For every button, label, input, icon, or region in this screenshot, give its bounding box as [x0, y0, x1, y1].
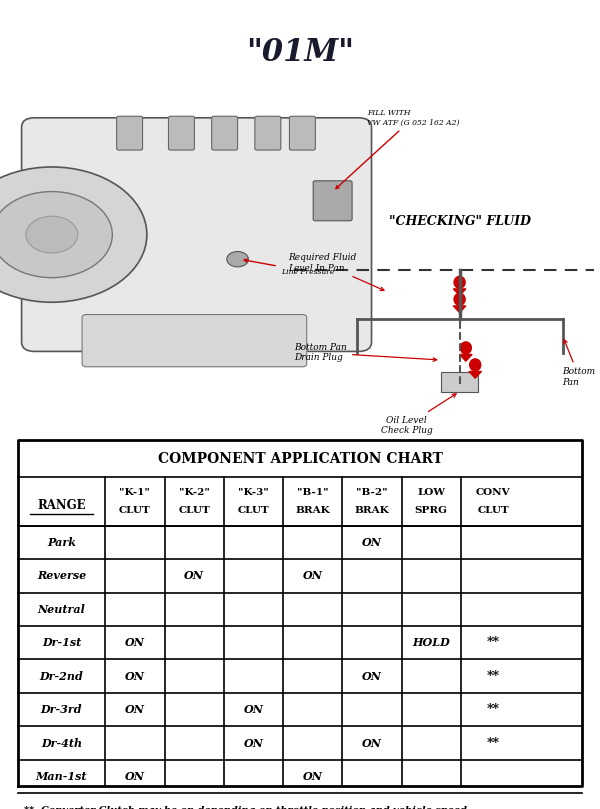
Text: **: **	[487, 670, 500, 683]
Text: **  Converter Clutch may be on depending on throttle position and vehicle speed.: ** Converter Clutch may be on depending …	[23, 806, 470, 809]
Text: ON: ON	[244, 738, 263, 748]
Text: Park: Park	[47, 537, 76, 548]
Text: ON: ON	[125, 671, 145, 682]
Text: ON: ON	[244, 705, 263, 715]
FancyBboxPatch shape	[169, 116, 194, 150]
Text: Bottom Pan
Drain Plug: Bottom Pan Drain Plug	[294, 343, 437, 362]
Polygon shape	[454, 289, 466, 296]
Ellipse shape	[454, 293, 466, 306]
Text: ON: ON	[303, 771, 323, 782]
Ellipse shape	[469, 358, 481, 371]
Polygon shape	[460, 354, 472, 361]
FancyBboxPatch shape	[255, 116, 281, 150]
Circle shape	[0, 167, 147, 303]
Text: Reverse: Reverse	[37, 570, 86, 581]
Text: Neutral: Neutral	[38, 604, 85, 615]
Circle shape	[227, 252, 248, 267]
Text: **: **	[487, 703, 500, 716]
Text: Dr-4th: Dr-4th	[41, 738, 82, 748]
Text: **: **	[487, 737, 500, 750]
Text: SPRG: SPRG	[415, 506, 448, 515]
Text: LOW: LOW	[417, 488, 445, 497]
Bar	[441, 372, 478, 392]
FancyBboxPatch shape	[212, 116, 238, 150]
Polygon shape	[454, 306, 466, 313]
Ellipse shape	[460, 341, 472, 354]
FancyBboxPatch shape	[82, 315, 307, 366]
Text: CLUT: CLUT	[119, 506, 151, 515]
Text: "CHECKING" FLUID: "CHECKING" FLUID	[389, 215, 530, 228]
Text: BRAK: BRAK	[295, 506, 330, 515]
Text: ON: ON	[125, 771, 145, 782]
Text: FILL WITH
VW ATF (G 052 162 A2): FILL WITH VW ATF (G 052 162 A2)	[336, 109, 460, 188]
Text: RANGE: RANGE	[37, 498, 86, 511]
Text: Oil Level
Check Plug: Oil Level Check Plug	[380, 394, 456, 435]
Text: Required Fluid
Level In Pan: Required Fluid Level In Pan	[288, 253, 384, 290]
Text: ON: ON	[125, 637, 145, 648]
Text: ON: ON	[362, 537, 382, 548]
Text: CONV: CONV	[476, 488, 511, 497]
Text: Dr-1st: Dr-1st	[42, 637, 81, 648]
Text: ON: ON	[184, 570, 204, 581]
FancyBboxPatch shape	[22, 118, 371, 351]
Text: CLUT: CLUT	[478, 506, 509, 515]
Text: ON: ON	[303, 570, 323, 581]
Text: "01M": "01M"	[246, 37, 354, 68]
FancyBboxPatch shape	[116, 116, 143, 150]
Text: Line Pressure: Line Pressure	[244, 259, 334, 276]
Ellipse shape	[454, 276, 466, 289]
Text: "K-3": "K-3"	[238, 488, 269, 497]
Text: CLUT: CLUT	[238, 506, 269, 515]
Text: COMPONENT APPLICATION CHART: COMPONENT APPLICATION CHART	[158, 451, 442, 465]
Text: "K-2": "K-2"	[179, 488, 209, 497]
Text: "B-2": "B-2"	[356, 488, 388, 497]
Text: **: **	[487, 636, 500, 650]
Text: HOLD: HOLD	[412, 637, 450, 648]
Text: "K-1": "K-1"	[119, 488, 151, 497]
Text: Man-1st: Man-1st	[36, 771, 87, 782]
FancyBboxPatch shape	[289, 116, 316, 150]
Circle shape	[0, 192, 112, 277]
Text: CLUT: CLUT	[178, 506, 210, 515]
FancyBboxPatch shape	[313, 181, 352, 221]
Text: ON: ON	[362, 671, 382, 682]
Text: ON: ON	[125, 705, 145, 715]
Circle shape	[26, 216, 78, 253]
Text: Bottom
Pan: Bottom Pan	[563, 340, 596, 387]
Text: BRAK: BRAK	[355, 506, 389, 515]
Text: Dr-3rd: Dr-3rd	[41, 705, 82, 715]
Text: Dr-2nd: Dr-2nd	[40, 671, 83, 682]
Text: ON: ON	[362, 738, 382, 748]
Polygon shape	[469, 371, 481, 379]
Text: "B-1": "B-1"	[297, 488, 329, 497]
